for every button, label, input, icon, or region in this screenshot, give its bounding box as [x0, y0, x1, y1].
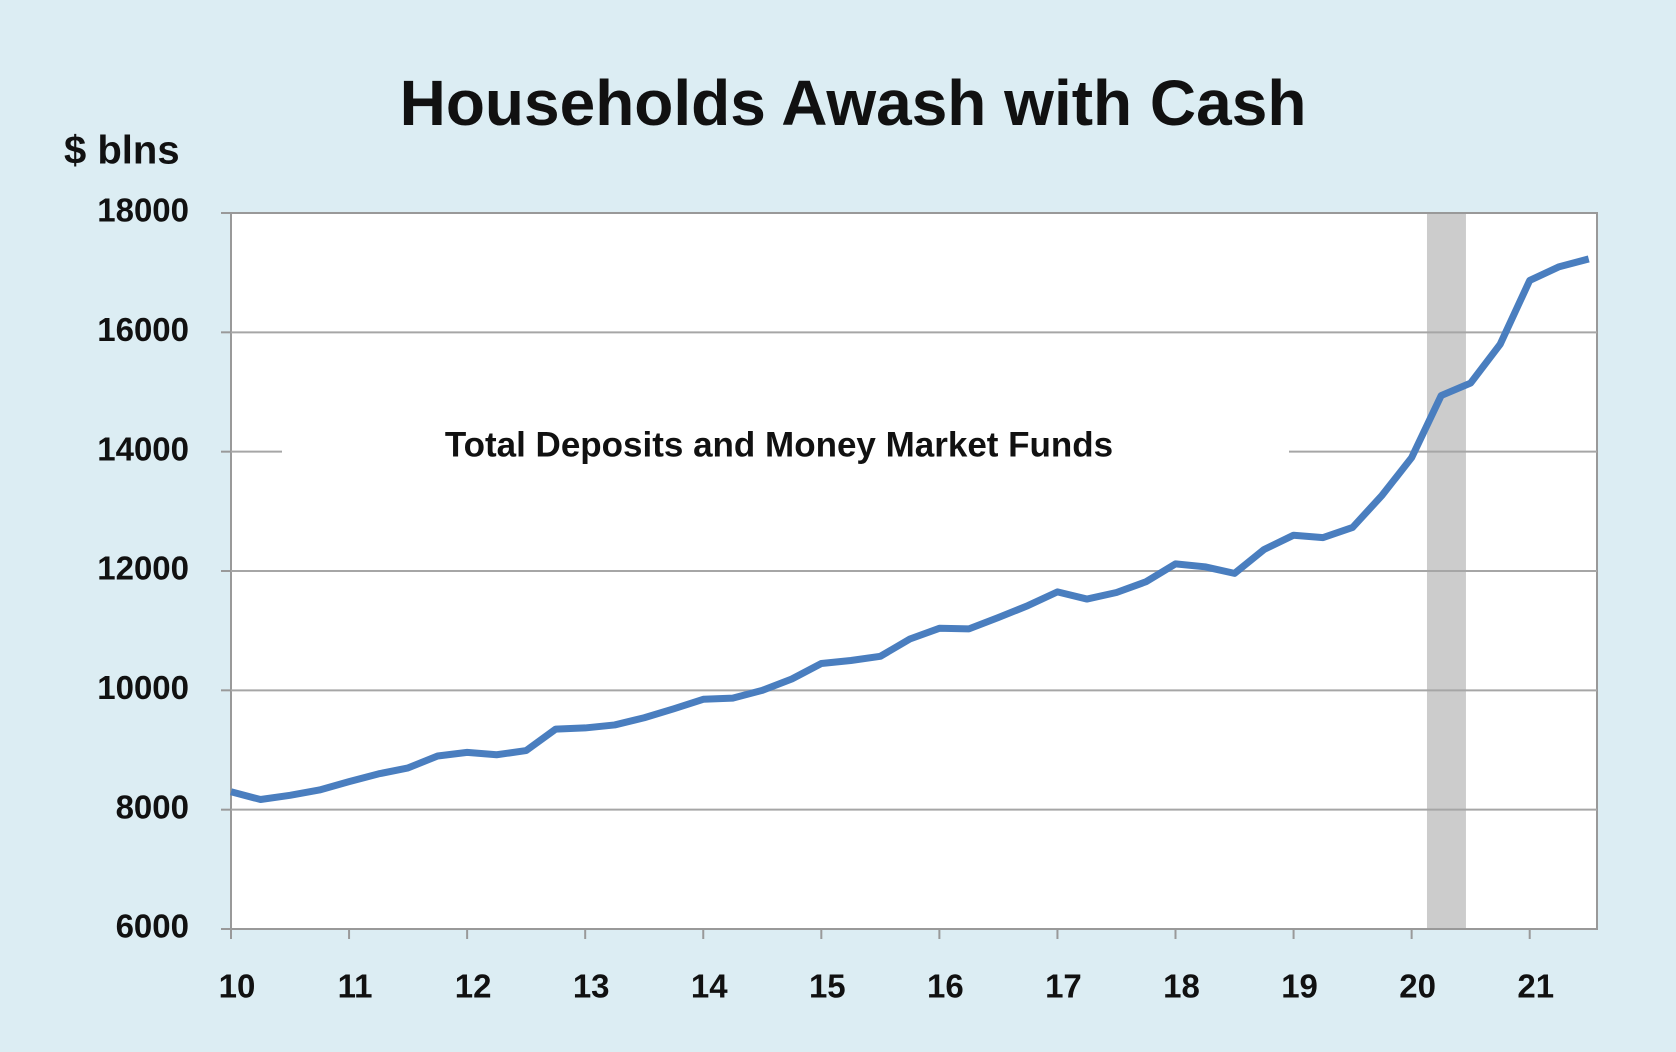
x-tick-label: 11 [338, 968, 373, 1005]
annotation: Total Deposits and Money Market Funds [445, 425, 1113, 464]
x-tick-label: 15 [809, 968, 846, 1005]
x-tick-label: 18 [1163, 968, 1200, 1005]
x-tick-label: 17 [1045, 968, 1082, 1005]
chart-title: Households Awash with Cash [400, 67, 1307, 139]
x-tick-label: 20 [1399, 968, 1436, 1005]
x-tick-label: 10 [219, 968, 256, 1005]
annotation-background [282, 421, 1289, 482]
x-tick-label: 21 [1517, 968, 1554, 1005]
data-line [230, 255, 1590, 804]
y-tick-label: 12000 [97, 550, 189, 587]
y-tick-label: 14000 [97, 430, 189, 467]
y-tick-label: 8000 [116, 788, 189, 825]
y-tick-label: 6000 [116, 908, 189, 945]
y-tick-label: 16000 [97, 311, 189, 348]
x-tick-label: 13 [573, 968, 610, 1005]
x-tick-label: 19 [1281, 968, 1318, 1005]
x-tick-label: 14 [691, 968, 728, 1005]
x-tick-label: 16 [927, 968, 964, 1005]
x-tick-label: 12 [455, 968, 492, 1005]
y-axis-label: $ blns [64, 129, 180, 173]
y-tick-label: 18000 [97, 192, 189, 229]
y-tick-label: 10000 [97, 669, 189, 706]
